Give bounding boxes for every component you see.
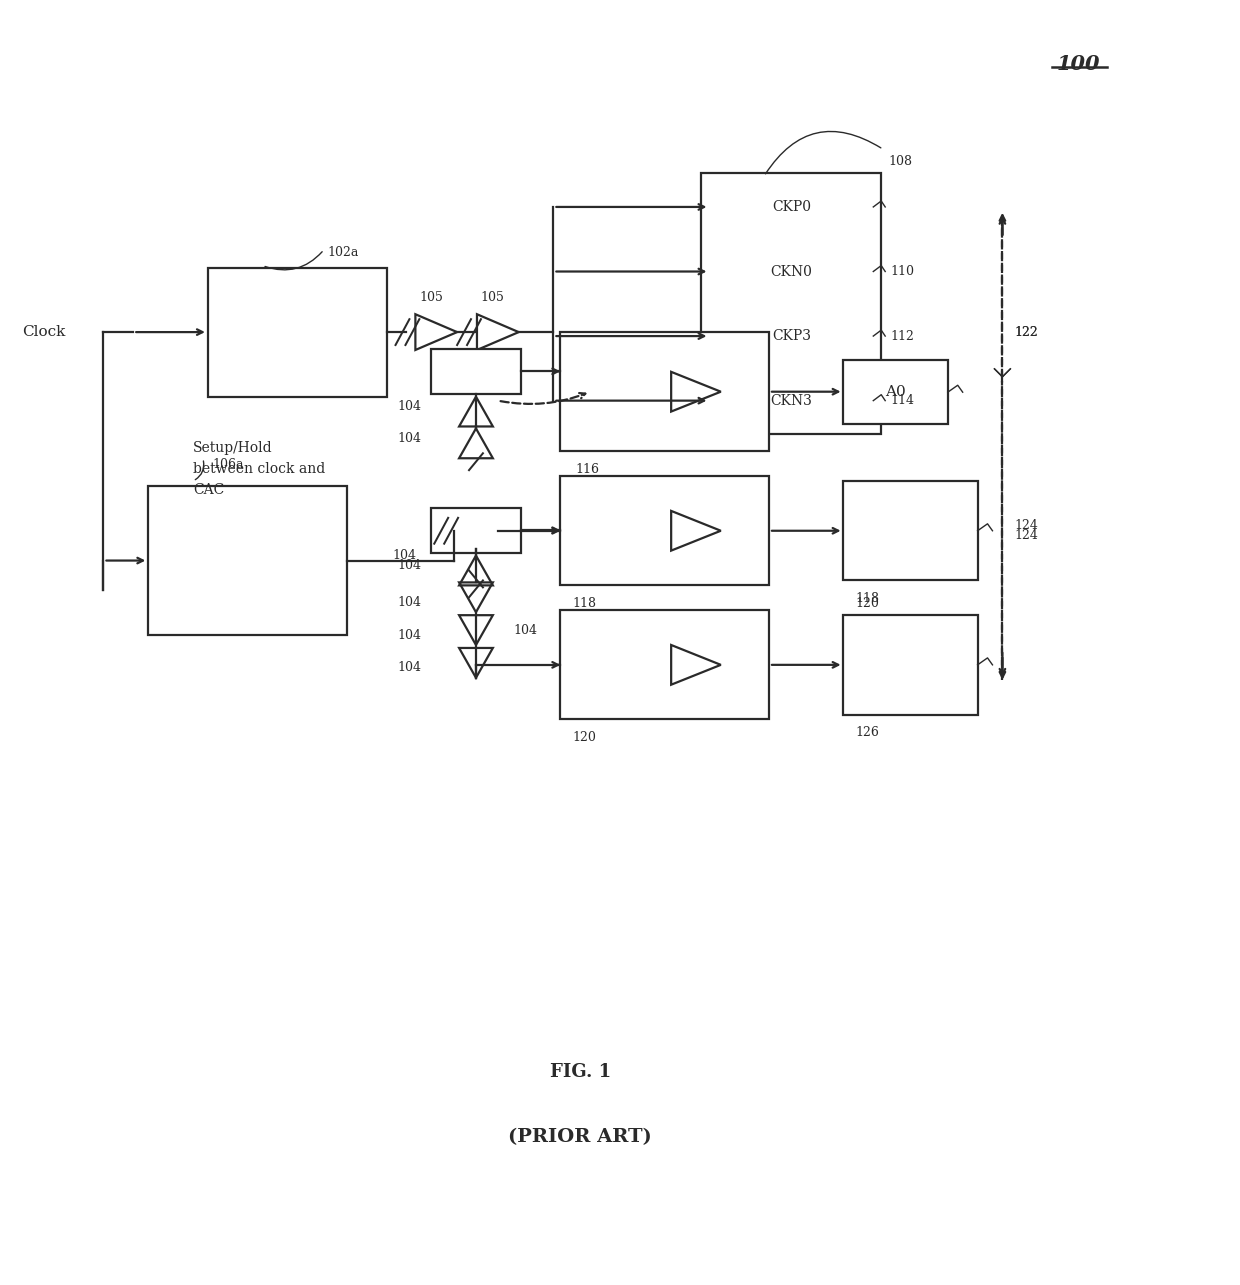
Text: 104: 104 <box>397 432 422 445</box>
Bar <box>702 173 882 434</box>
Text: 122: 122 <box>1014 325 1038 339</box>
Text: CKN0: CKN0 <box>770 265 812 279</box>
Bar <box>709 181 873 233</box>
Text: 116: 116 <box>575 463 599 477</box>
Text: 105: 105 <box>419 292 443 305</box>
Bar <box>709 245 873 297</box>
Text: 104: 104 <box>397 559 422 572</box>
Text: 124: 124 <box>1014 529 1038 542</box>
Bar <box>709 310 873 362</box>
Text: 104: 104 <box>513 623 538 636</box>
Text: 120: 120 <box>573 731 596 744</box>
Text: Setup/Hold
between clock and
CAC: Setup/Hold between clock and CAC <box>193 441 325 496</box>
Text: 118: 118 <box>573 598 596 610</box>
Bar <box>432 508 521 553</box>
Bar <box>709 375 873 427</box>
Text: 104: 104 <box>392 549 417 562</box>
Text: 114: 114 <box>890 394 914 407</box>
Text: 102a: 102a <box>327 247 358 260</box>
Text: 104: 104 <box>397 628 422 641</box>
Text: 110: 110 <box>890 265 914 278</box>
Text: 108: 108 <box>888 154 913 168</box>
Bar <box>560 610 769 720</box>
Text: 105: 105 <box>481 292 505 305</box>
Text: 104: 104 <box>397 596 422 609</box>
Text: 122: 122 <box>1014 325 1038 339</box>
Bar <box>843 481 977 581</box>
Text: 126: 126 <box>856 726 879 739</box>
Text: CKP0: CKP0 <box>771 200 811 213</box>
Bar <box>560 477 769 586</box>
Text: 100: 100 <box>1056 54 1101 75</box>
Text: (PRIOR ART): (PRIOR ART) <box>508 1128 652 1146</box>
Text: 120: 120 <box>856 598 879 610</box>
Text: 104: 104 <box>397 400 422 412</box>
Text: CKP3: CKP3 <box>771 329 811 343</box>
Text: CKN3: CKN3 <box>770 393 812 407</box>
Bar <box>843 360 947 424</box>
Text: FIG. 1: FIG. 1 <box>549 1063 611 1081</box>
Text: 118: 118 <box>856 592 879 605</box>
Text: 106a: 106a <box>213 457 244 470</box>
Bar <box>432 350 521 393</box>
Text: 104: 104 <box>397 662 422 675</box>
Bar <box>208 267 387 397</box>
Bar <box>149 486 347 635</box>
Text: A0: A0 <box>885 386 906 400</box>
Text: 124: 124 <box>1014 519 1038 532</box>
Bar <box>560 332 769 451</box>
Text: 112: 112 <box>890 329 914 343</box>
Bar <box>843 616 977 714</box>
Text: Clock: Clock <box>22 325 66 339</box>
